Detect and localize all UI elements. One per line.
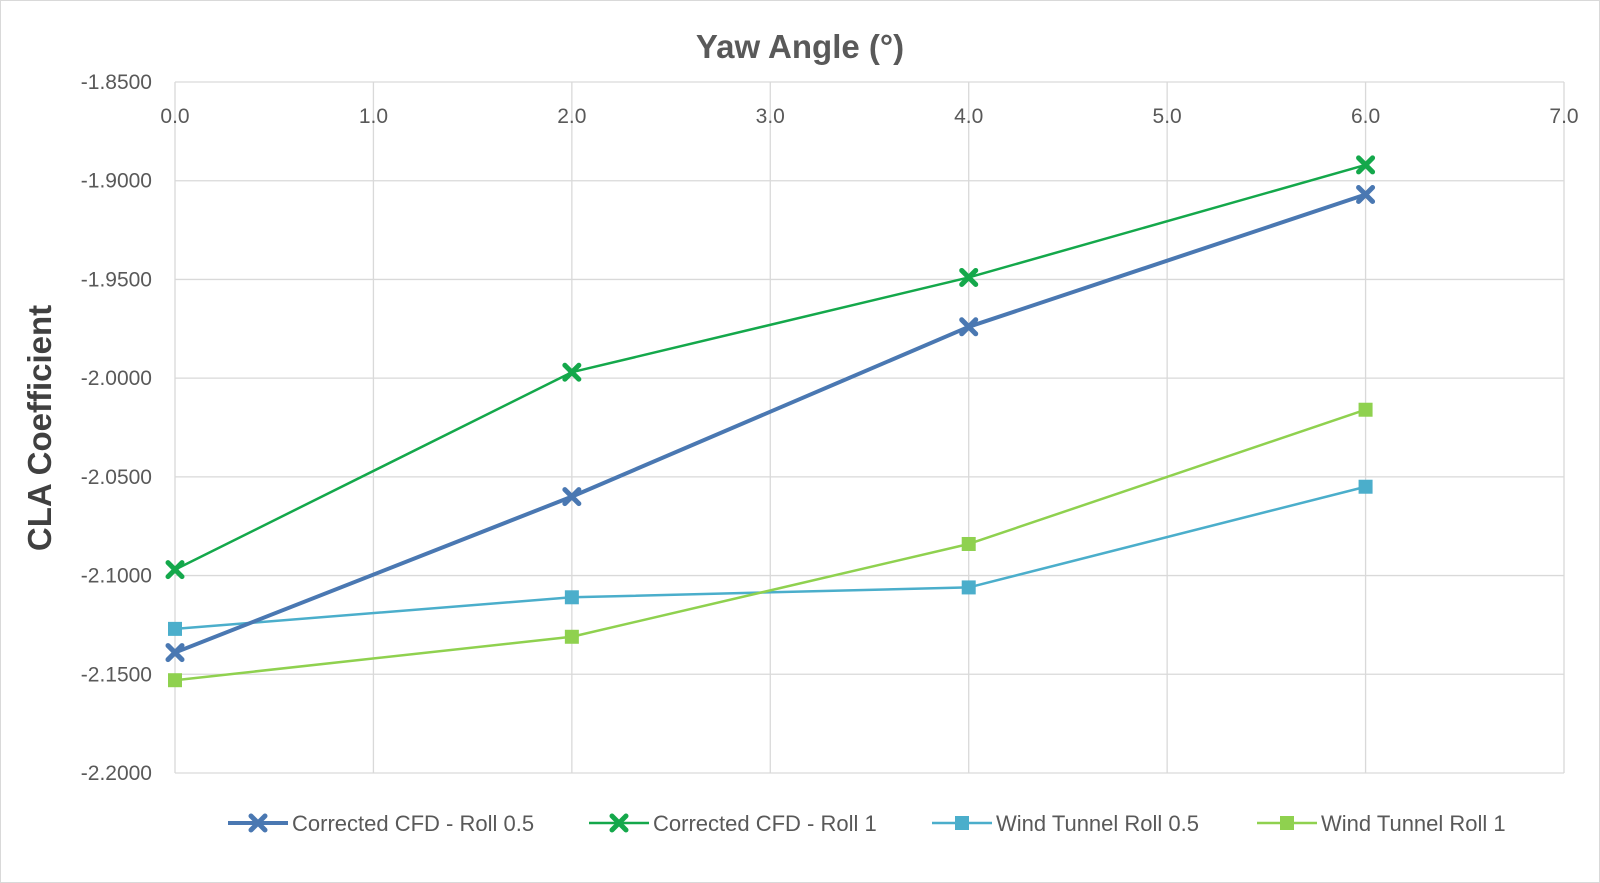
- y-tick-label: -2.0000: [81, 367, 152, 390]
- legend-label: Corrected CFD - Roll 1: [653, 811, 877, 836]
- legend-label: Wind Tunnel Roll 1: [1321, 811, 1506, 836]
- data-point: [562, 487, 582, 507]
- y-axis-label: CLA Coefficient: [21, 305, 58, 551]
- y-tick-label: -2.0500: [81, 466, 152, 489]
- x-tick-label: 5.0: [1153, 105, 1182, 128]
- series-1: [165, 155, 1376, 580]
- y-tick-label: -2.2000: [81, 762, 152, 785]
- data-point: [564, 590, 579, 605]
- series-line: [174, 163, 1366, 571]
- x-tick-label: 0.0: [160, 105, 189, 128]
- y-tick-label: -2.1500: [81, 663, 152, 686]
- y-tick-label: -1.9500: [81, 268, 152, 291]
- legend-item: Wind Tunnel Roll 0.5: [932, 811, 1199, 836]
- legend-item: Corrected CFD - Roll 0.5: [228, 811, 534, 836]
- legend-swatch-marker: [1280, 816, 1294, 830]
- legend: Corrected CFD - Roll 0.5 Corrected CFD - …: [228, 811, 1506, 836]
- series-2: [168, 479, 1373, 636]
- tick-label-layer: -1.8500 -1.9000 -1.9500 -2.0000 -2.0500 -2.10…: [81, 71, 1579, 785]
- legend-swatch-marker: [609, 813, 629, 833]
- data-point: [1356, 155, 1376, 175]
- x-tick-label: 3.0: [756, 105, 785, 128]
- series-line: [174, 485, 1366, 631]
- x-tick-label: 7.0: [1549, 105, 1578, 128]
- legend-label: Corrected CFD - Roll 0.5: [292, 811, 534, 836]
- data-point: [564, 629, 579, 644]
- data-point: [168, 621, 182, 636]
- series-0: [165, 185, 1376, 663]
- x-tick-label: 6.0: [1351, 105, 1380, 128]
- x-tick-label: 2.0: [557, 105, 586, 128]
- y-tick-label: -1.9000: [81, 170, 152, 193]
- x-tick-label: 1.0: [359, 105, 388, 128]
- data-point: [1358, 479, 1373, 494]
- x-tick-label: 4.0: [954, 105, 983, 128]
- series-layer: [165, 155, 1376, 688]
- data-point: [959, 317, 979, 337]
- data-point: [168, 673, 182, 688]
- data-point: [959, 267, 979, 287]
- legend-swatch-marker: [955, 816, 969, 830]
- legend-item: Corrected CFD - Roll 1: [589, 811, 877, 836]
- data-point: [1356, 185, 1376, 205]
- series-3: [168, 402, 1373, 688]
- grid-layer: [174, 81, 1565, 774]
- data-point: [562, 362, 582, 382]
- legend-item: Wind Tunnel Roll 1: [1257, 811, 1506, 836]
- data-point: [1358, 402, 1373, 417]
- y-tick-label: -2.1000: [81, 565, 152, 588]
- legend-label: Wind Tunnel Roll 0.5: [996, 811, 1199, 836]
- data-point: [165, 643, 185, 663]
- series-line: [174, 408, 1366, 682]
- series-line: [174, 192, 1367, 655]
- y-tick-label: -1.8500: [81, 71, 152, 94]
- chart-title: Yaw Angle (°): [696, 28, 904, 65]
- data-point: [165, 560, 185, 580]
- data-point: [961, 580, 976, 595]
- data-point: [961, 536, 976, 551]
- legend-swatch-marker: [248, 813, 268, 833]
